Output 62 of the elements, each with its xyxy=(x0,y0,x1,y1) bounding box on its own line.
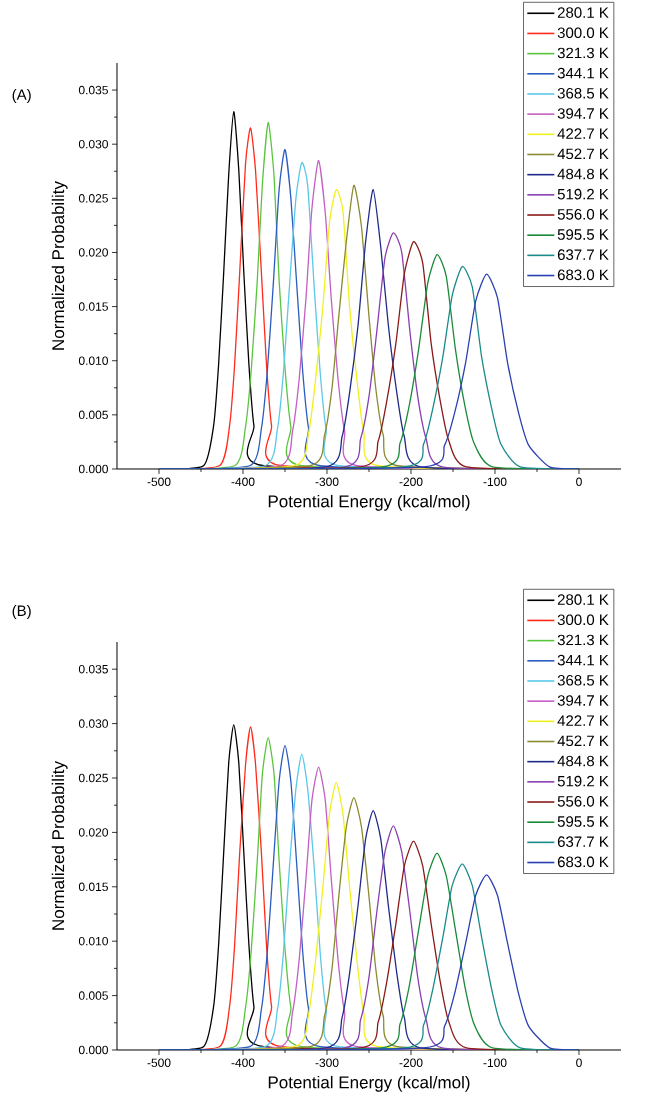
legend-label: 280.1 K xyxy=(557,7,609,18)
y-tick-label: 0.020 xyxy=(78,248,108,257)
y-tick-label: 0.035 xyxy=(78,85,108,95)
legend-label: 595.5 K xyxy=(557,229,609,240)
x-tick-label: 0 xyxy=(576,477,582,487)
legend-label: 394.7 K xyxy=(557,108,609,119)
y-tick-label: 0.030 xyxy=(78,719,108,728)
legend-label: 368.5 K xyxy=(557,674,609,686)
legend-label: 519.2 K xyxy=(557,775,609,787)
y-tick-label: 0.025 xyxy=(78,194,108,203)
x-axis-title: Potential Energy (kcal/mol) xyxy=(268,494,470,511)
x-tick-label: -300 xyxy=(315,1058,339,1068)
y-tick-label: 0.015 xyxy=(78,882,108,892)
x-tick-label: -200 xyxy=(399,477,423,487)
x-tick-label: -500 xyxy=(147,1058,171,1068)
y-tick-label: 0.005 xyxy=(78,991,108,1000)
legend-label: 344.1 K xyxy=(557,654,609,666)
legend-label: 637.7 K xyxy=(557,836,609,847)
x-tick-label: -400 xyxy=(231,1058,255,1068)
legend-label: 452.7 K xyxy=(557,735,609,747)
y-tick-label: 0.010 xyxy=(78,936,108,946)
x-tick-label: -500 xyxy=(147,477,171,487)
legend-label: 344.1 K xyxy=(557,67,609,79)
legend-label: 683.0 K xyxy=(557,856,609,868)
legend-label: 394.7 K xyxy=(557,695,609,706)
legend-label: 300.0 K xyxy=(557,614,609,626)
legend-label: 300.0 K xyxy=(557,27,609,39)
y-tick-label: 0.020 xyxy=(78,828,108,837)
y-tick-label: 0.000 xyxy=(78,1045,108,1055)
text: (A) xyxy=(12,89,31,103)
legend-label: 422.7 K xyxy=(557,715,609,726)
y-tick-label: 0.025 xyxy=(78,773,108,783)
legend-label: 484.8 K xyxy=(557,168,609,180)
x-tick-label: -300 xyxy=(315,477,339,487)
x-tick-label: -200 xyxy=(399,1058,423,1068)
x-tick-label: -100 xyxy=(483,1058,507,1068)
x-tick-label: 0 xyxy=(576,1058,582,1068)
legend-label: 595.5 K xyxy=(557,816,609,827)
legend-label: 321.3 K xyxy=(557,47,609,59)
y-tick-label: 0.030 xyxy=(78,139,108,149)
chart-title: (B) xyxy=(12,605,31,619)
x-axis-title: Potential Energy (kcal/mol) xyxy=(268,1075,470,1092)
x-tick-label: -100 xyxy=(483,477,507,487)
legend-label: 368.5 K xyxy=(557,87,609,99)
legend-label: 519.2 K xyxy=(557,188,609,200)
legend-label: 452.7 K xyxy=(557,148,609,160)
y-tick-label: 0.010 xyxy=(78,356,108,365)
y-tick-label: 0.000 xyxy=(78,464,108,474)
legend-label: 683.0 K xyxy=(557,269,609,281)
y-tick-label: 0.015 xyxy=(78,302,108,311)
x-tick-label: -400 xyxy=(231,477,255,487)
y-tick-label: 0.035 xyxy=(78,664,108,674)
legend-label: 484.8 K xyxy=(557,755,609,767)
y-axis-title: Normalized Probability xyxy=(51,761,68,930)
y-tick-label: 0.005 xyxy=(78,410,108,420)
legend-label: 422.7 K xyxy=(557,128,609,139)
legend-label: 556.0 K xyxy=(557,209,609,220)
y-axis-title: Normalized Probability xyxy=(51,181,68,350)
legend-label: 321.3 K xyxy=(557,634,609,646)
legend-label: 556.0 K xyxy=(557,796,609,807)
legend-label: 637.7 K xyxy=(557,249,609,260)
legend-label: 280.1 K xyxy=(557,594,609,605)
